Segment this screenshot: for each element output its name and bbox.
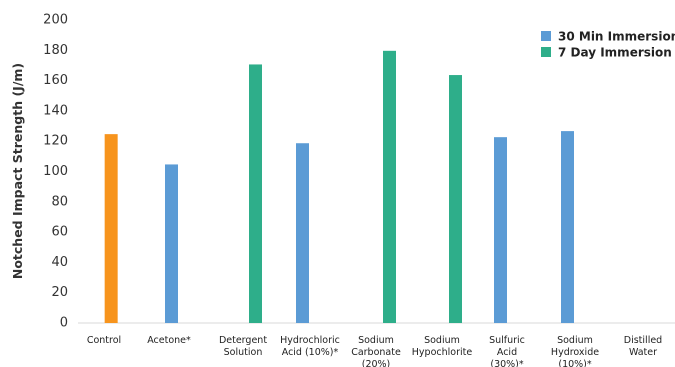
bar-7day (249, 64, 262, 323)
y-tick-label: 0 (60, 316, 68, 331)
legend-label: 30 Min Immersion (558, 30, 675, 44)
y-tick-label: 80 (51, 194, 68, 209)
y-tick-label: 60 (51, 225, 68, 240)
x-tick-label: Sodium Hypochlorite (412, 335, 473, 358)
bar-30min (561, 131, 574, 323)
y-tick-label: 140 (43, 103, 68, 118)
y-axis-label: Notched Impact Strength (J/m) (10, 63, 25, 279)
y-tick-label: 200 (43, 13, 68, 28)
bar-7day (449, 75, 462, 324)
y-tick-label: 20 (51, 285, 68, 300)
x-tick-label: Acetone* (147, 335, 191, 346)
bar-7day (383, 50, 396, 323)
x-tick-label: Detergent Solution (219, 335, 267, 358)
y-tick-label: 180 (43, 43, 68, 58)
bar-30min (494, 137, 507, 323)
legend-label: 7 Day Immersion (558, 46, 672, 60)
x-tick-label: Sodium Carbonate (20%) (351, 335, 401, 367)
x-tick-label: Distilled Water (624, 335, 662, 358)
y-tick-label: 120 (43, 134, 68, 149)
x-tick-label: Sulfuric Acid (30%)* (489, 335, 525, 367)
legend-swatch (541, 47, 551, 57)
x-tick-label: Sodium Hydroxide (10%)* (551, 335, 599, 367)
y-tick-label: 40 (51, 255, 68, 270)
bar-30min (165, 164, 178, 323)
bar-30min (296, 143, 309, 323)
y-tick-label: 160 (43, 73, 68, 88)
x-tick-label: Control (87, 335, 121, 346)
y-tick-label: 100 (43, 164, 68, 179)
legend-swatch (541, 31, 551, 41)
bar-control (104, 134, 118, 323)
x-tick-label: Hydrochloric Acid (10%)* (280, 335, 340, 358)
